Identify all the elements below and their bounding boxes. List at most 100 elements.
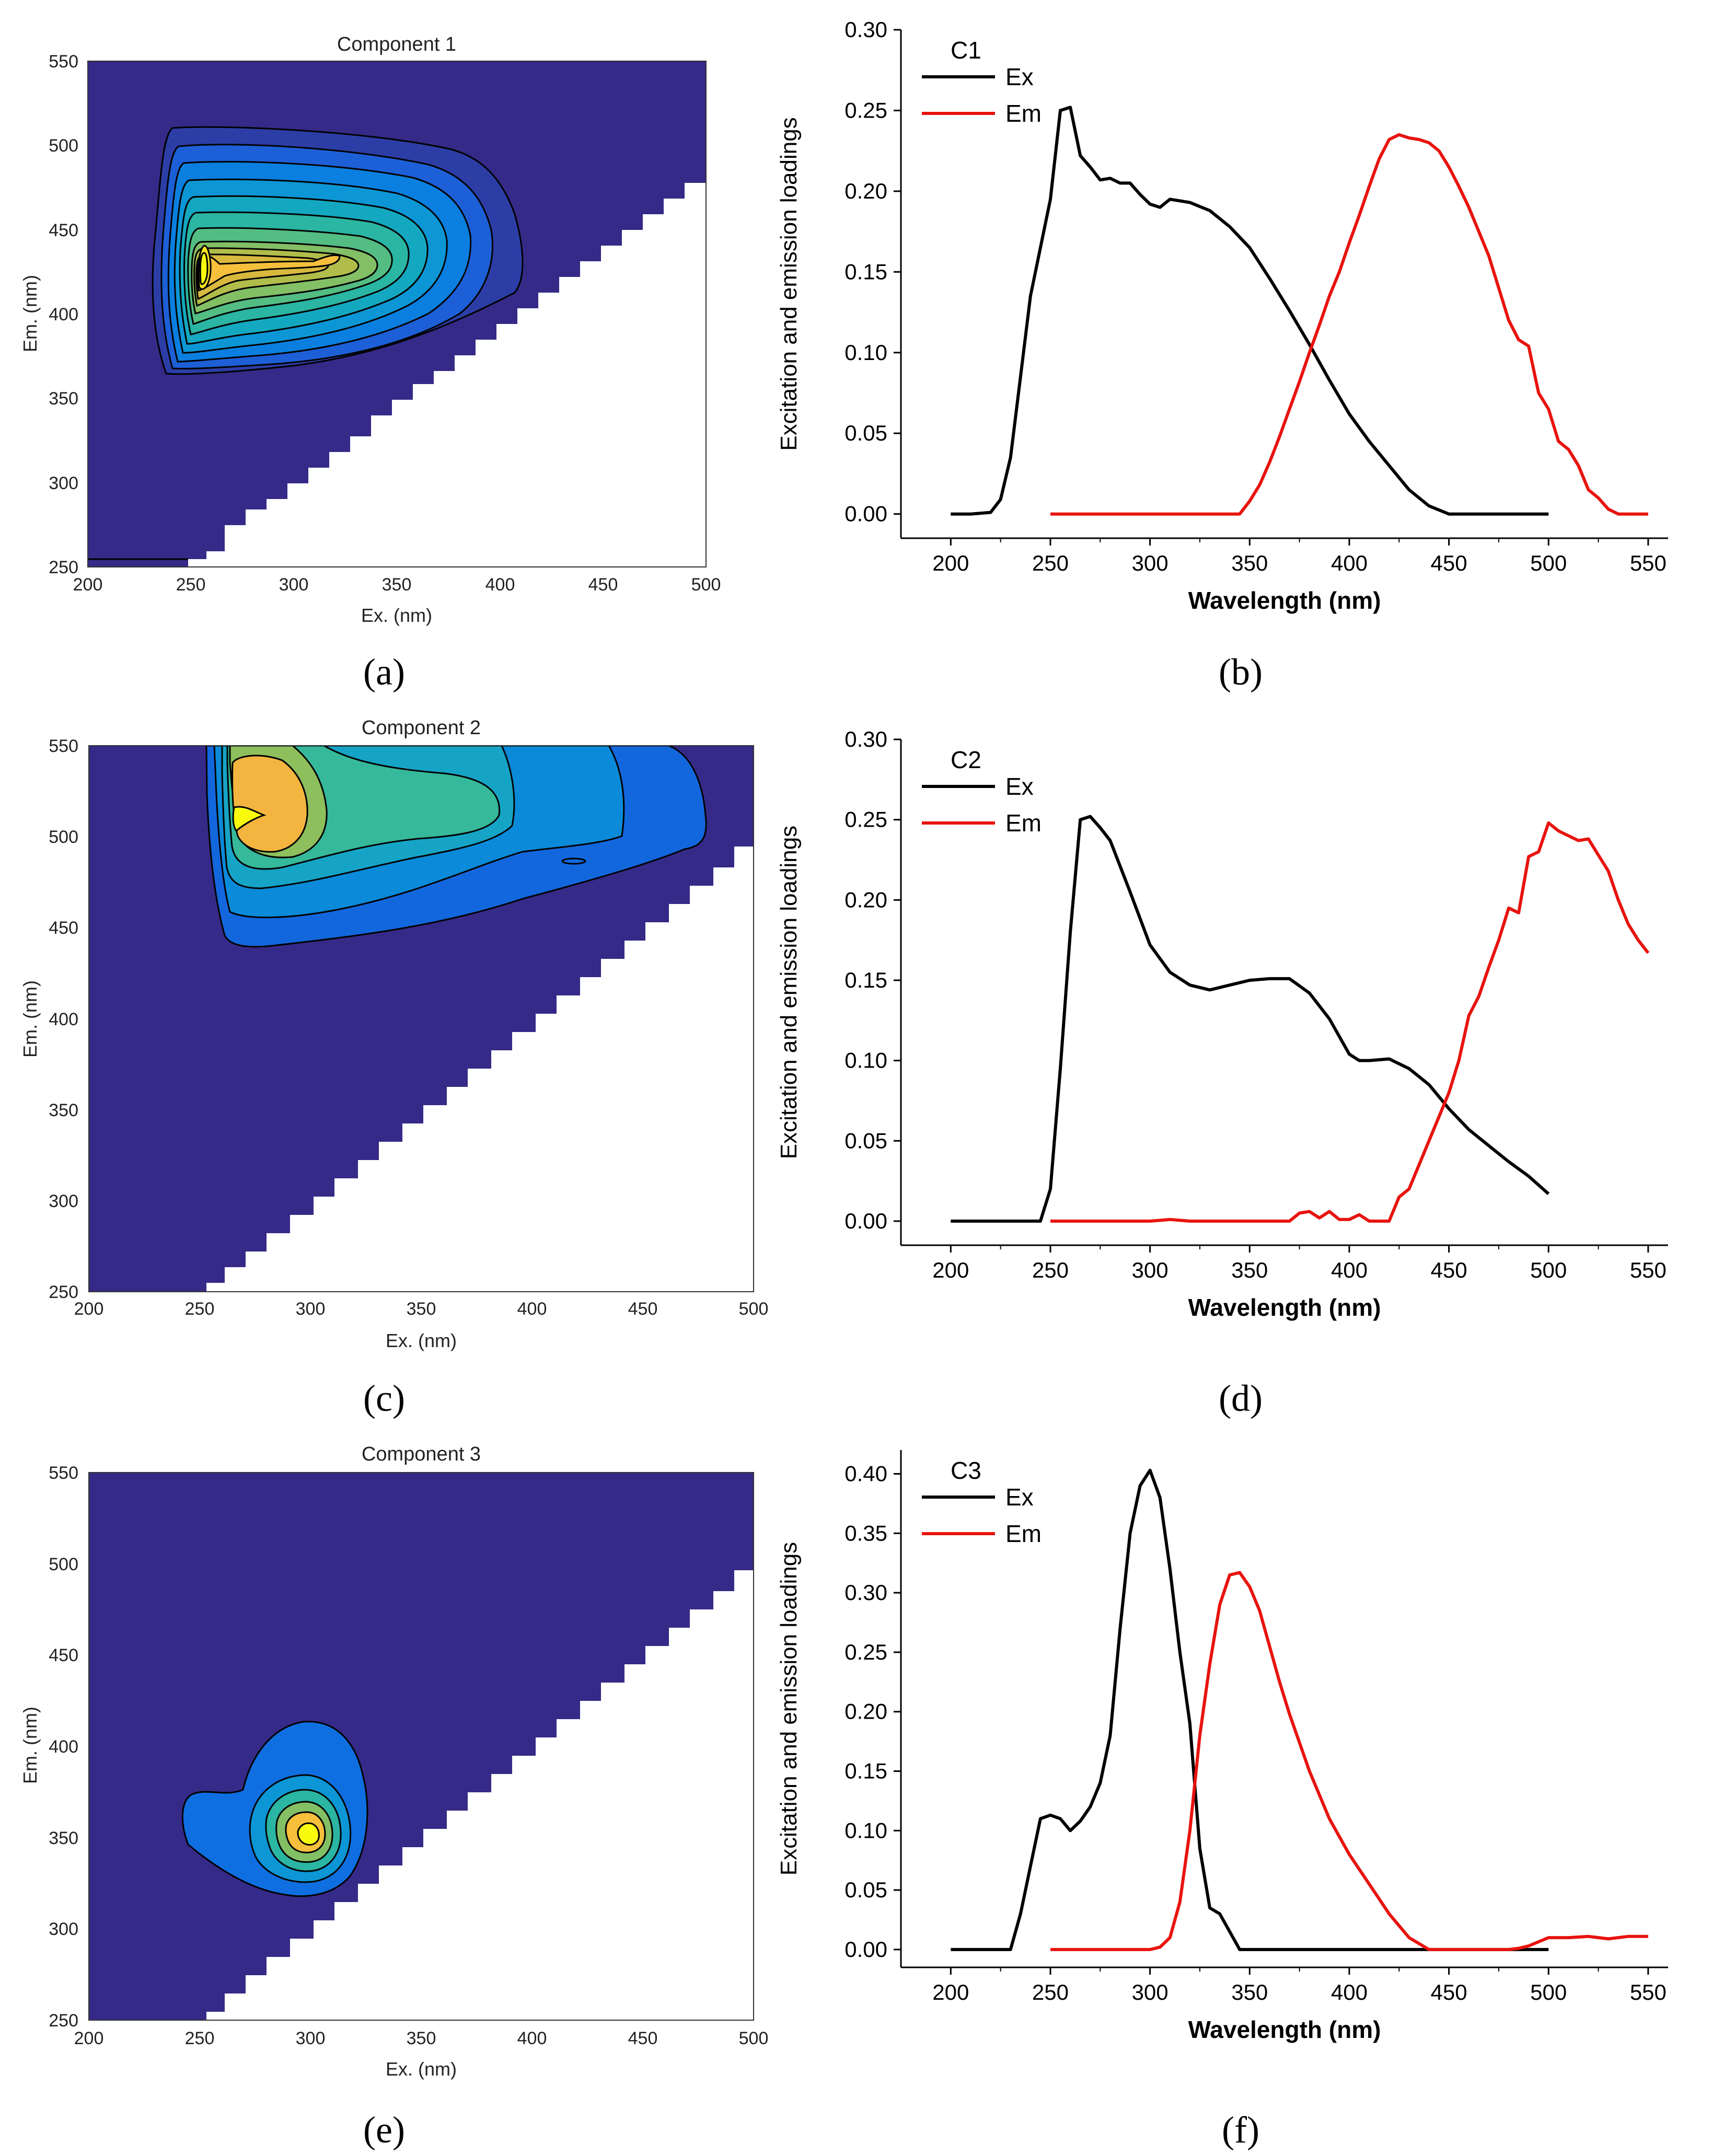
- panel-e-xtick: 500: [739, 2029, 769, 2048]
- panel-c-xtick: 200: [74, 1299, 104, 1319]
- panel-c-ylabel: Em. (nm): [19, 980, 41, 1058]
- panel-f-series-ex: [951, 1468, 1549, 1951]
- panel-e-ytick: 350: [49, 1828, 78, 1848]
- panel-f-plot: 200 250 300 350 400 450 500 550 0.00 0.05 0.10 0.15…: [776, 1450, 1668, 2043]
- panel-e-xtick: 400: [517, 2029, 547, 2048]
- panel-f-xtick-label: 200: [932, 1980, 969, 2004]
- panel-b-ytick-label: 0.30: [845, 17, 887, 42]
- panel-c-white-region: [206, 847, 754, 1292]
- panel-e-ytick: 400: [49, 1737, 78, 1757]
- panel-b-xtick-label: 200: [932, 551, 969, 575]
- panel-d-xtick-label: 400: [1331, 1258, 1368, 1282]
- panel-b-plot: 200 250 300 350 400 450 500 550 0.00 0.05 0.10 0.15…: [776, 17, 1668, 614]
- panel-f-ytick-label: 0.10: [845, 1818, 887, 1842]
- panel-b-series-ex: [951, 106, 1549, 516]
- panel-e-title: Component 3: [362, 1443, 481, 1465]
- panel-a-ytick: 300: [49, 473, 78, 493]
- panel-e-ytick: 250: [49, 2011, 78, 2031]
- panel-b-ylabel: Excitation and emission loadings: [776, 117, 802, 450]
- panel-d-ylabel: Excitation and emission loadings: [776, 826, 802, 1159]
- panel-d-series-em: [1050, 821, 1650, 1223]
- panel-e-xticks: 200 250 300 350 400 450 500: [74, 2029, 769, 2048]
- panel-f-legend-label: Em: [1005, 1520, 1042, 1547]
- panel-f-series-em: [1050, 1571, 1648, 1951]
- panel-e: Component 3 200 250 300 350 400 450 500 …: [19, 1443, 768, 2080]
- panel-b-xtick-label: 300: [1132, 551, 1169, 575]
- panel-f-legend-label: Ex: [1005, 1483, 1034, 1511]
- panel-b-ytick-label: 0.00: [845, 502, 887, 526]
- panel-c-xtick: 500: [739, 1299, 769, 1319]
- panel-d-xtick-label: 550: [1630, 1258, 1667, 1282]
- panel-a-label: (a): [363, 651, 405, 693]
- panel-d-ytick-label: 0.00: [845, 1209, 887, 1233]
- panel-d-xtick-label: 200: [932, 1258, 969, 1282]
- panel-f-xlabel: Wavelength (nm): [1188, 2016, 1381, 2043]
- panel-c-ytick: 550: [49, 736, 78, 756]
- panel-d-xtick-label: 250: [1032, 1258, 1069, 1282]
- panel-c-ytick: 500: [49, 827, 78, 847]
- panel-f-xtick-label: 300: [1132, 1980, 1169, 2004]
- panel-d-ytick-label: 0.30: [845, 727, 887, 751]
- panel-a-frame: [87, 61, 707, 567]
- panel-f-ytick-label: 0.15: [845, 1758, 887, 1783]
- panel-d-ytick-label: 0.25: [845, 807, 887, 832]
- panel-d-plot: 200 250 300 350 400 450 500 550 0.00 0.05 0.10 0.15…: [776, 727, 1668, 1321]
- panel-f-ytick-label: 0.30: [845, 1580, 887, 1605]
- panel-e-xtick: 450: [628, 2029, 658, 2048]
- panel-c-xtick: 300: [296, 1299, 326, 1319]
- panel-e-xlabel: Ex. (nm): [386, 2058, 457, 2080]
- panel-a-xtick: 200: [73, 575, 103, 595]
- panel-b-ytick-label: 0.05: [845, 421, 887, 445]
- panel-c-frame: [88, 745, 754, 1292]
- panel-d-legend-label: Em: [1005, 809, 1042, 837]
- panel-a-xlabel: Ex. (nm): [361, 605, 432, 626]
- panel-c-contour-7: [232, 806, 267, 832]
- panel-a-xtick: 500: [691, 575, 721, 595]
- panel-b-ytick-label: 0.15: [845, 259, 887, 284]
- panel-b-xtick-label: 400: [1331, 551, 1368, 575]
- panel-f-ytick-label: 0.25: [845, 1640, 887, 1664]
- panel-d-legend-label: Ex: [1005, 773, 1034, 800]
- panel-e-xtick: 350: [407, 2029, 436, 2048]
- panel-e-yticks: 250 300 350 400 450 500 550: [49, 1463, 78, 2031]
- panel-f-xtick-label: 400: [1331, 1980, 1368, 2004]
- panel-c-xtick: 350: [407, 1299, 436, 1319]
- panel-b-xlabel: Wavelength (nm): [1188, 587, 1381, 614]
- panel-f-label: (f): [1222, 2109, 1259, 2151]
- panel-e-label: (e): [363, 2109, 405, 2151]
- panel-e-contour-6: [297, 1822, 320, 1846]
- panel-c-heatmap: [89, 746, 754, 1292]
- panel-a-ytick: 550: [49, 52, 78, 72]
- panel-a-ytick: 250: [49, 558, 78, 577]
- panel-f-ytick-label: 0.40: [845, 1462, 887, 1486]
- panel-d-ytick-label: 0.15: [845, 968, 887, 992]
- panel-e-ylabel: Em. (nm): [19, 1707, 41, 1784]
- panel-a-ytick: 350: [49, 389, 78, 409]
- panel-f-ytick-label: 0.05: [845, 1877, 887, 1902]
- panel-f-xtick-label: 550: [1630, 1980, 1667, 2004]
- panel-d-component-tag: C2: [951, 746, 981, 773]
- panel-e-ytick: 500: [49, 1555, 78, 1574]
- panel-a-xtick: 250: [176, 575, 206, 595]
- panel-b-ytick-label: 0.25: [845, 98, 887, 122]
- panel-b-xtick-label: 550: [1630, 551, 1667, 575]
- panel-c-title: Component 2: [362, 717, 481, 739]
- panel-c-yticks: 250 300 350 400 450 500 550: [49, 736, 78, 1302]
- panel-a-contour-13: [199, 252, 209, 285]
- panel-d-xtick-label: 300: [1132, 1258, 1169, 1282]
- panel-b-xtick-label: 450: [1431, 551, 1467, 575]
- panel-c-ytick: 450: [49, 918, 78, 938]
- panel-c-xlabel: Ex. (nm): [386, 1330, 457, 1351]
- panel-f-ytick-label: 0.00: [845, 1937, 887, 1962]
- panel-b-xtick-label: 500: [1530, 551, 1567, 575]
- panel-b-legend-label: Ex: [1005, 63, 1034, 90]
- panel-e-heatmap: [89, 1473, 754, 2020]
- panel-b-ytick-label: 0.20: [845, 179, 887, 203]
- panel-a-xtick: 450: [588, 575, 618, 595]
- panel-b-label: (b): [1219, 651, 1263, 693]
- panel-b-ytick-label: 0.10: [845, 340, 887, 365]
- panel-a-title: Component 1: [337, 33, 456, 55]
- panel-d-ytick-label: 0.05: [845, 1128, 887, 1153]
- panel-a-xtick: 350: [382, 575, 412, 595]
- panel-a-heatmap: [88, 61, 706, 567]
